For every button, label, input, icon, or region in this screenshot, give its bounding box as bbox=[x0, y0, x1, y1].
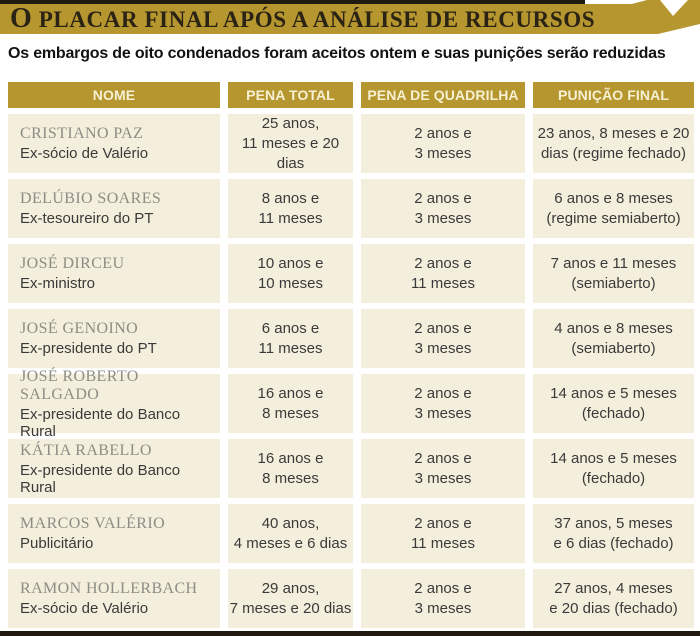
top-rule bbox=[0, 0, 585, 4]
table-row-name-cell: DELÚBIO SOARES Ex-tesoureiro do PT bbox=[8, 179, 220, 238]
table-row-name-cell: RAMON HOLLERBACH Ex-sócio de Valério bbox=[8, 569, 220, 628]
column-header-punicao-final: PUNIÇÃO FINAL bbox=[533, 82, 694, 108]
punicao-final-cell: 6 anos e 8 meses (regime semiaberto) bbox=[533, 179, 694, 238]
column-header-nome: NOME bbox=[8, 82, 220, 108]
table-row-name-cell: JOSÉ GENOINO Ex-presidente do PT bbox=[8, 309, 220, 368]
punicao-final-cell: 7 anos e 11 meses (semiaberto) bbox=[533, 244, 694, 303]
table-row-name-cell: JOSÉ DIRCEU Ex-ministro bbox=[8, 244, 220, 303]
pena-total-cell: 8 anos e 11 meses bbox=[228, 179, 353, 238]
page-title: O PLACAR FINAL APÓS A ANÁLISE DE RECURSO… bbox=[10, 3, 596, 34]
subtitle: Os embargos de oito condenados foram ace… bbox=[8, 45, 666, 62]
pena-quadrilha-cell: 2 anos e 3 meses bbox=[361, 569, 525, 628]
column-header-pena-total: PENA TOTAL bbox=[228, 82, 353, 108]
pena-quadrilha-cell: 2 anos e 11 meses bbox=[361, 244, 525, 303]
pena-total-cell: 10 anos e 10 meses bbox=[228, 244, 353, 303]
defendant-role: Ex-tesoureiro do PT bbox=[20, 210, 154, 227]
punicao-final-cell: 14 anos e 5 meses (fechado) bbox=[533, 439, 694, 498]
defendant-name: JOSÉ GENOINO bbox=[20, 320, 139, 337]
table-row-name-cell: CRISTIANO PAZ Ex-sócio de Valério bbox=[8, 114, 220, 173]
pena-quadrilha-cell: 2 anos e 3 meses bbox=[361, 179, 525, 238]
defendant-role: Ex-presidente do PT bbox=[20, 340, 157, 357]
defendant-role: Ex-presidente do Banco Rural bbox=[20, 405, 181, 440]
defendant-name: KÁTIA RABELLO bbox=[20, 441, 152, 459]
pena-total-cell: 25 anos, 11 meses e 20 dias bbox=[228, 114, 353, 173]
punicao-final-cell: 4 anos e 8 meses (semiaberto) bbox=[533, 309, 694, 368]
defendant-name: JOSÉ DIRCEU bbox=[20, 255, 125, 272]
pena-total-cell: 16 anos e 8 meses bbox=[228, 374, 353, 433]
defendant-name: JOSÉ ROBERTO SALGADO bbox=[20, 367, 139, 403]
punicao-final-cell: 14 anos e 5 meses (fechado) bbox=[533, 374, 694, 433]
defendant-role: Publicitário bbox=[20, 535, 94, 552]
punicao-final-cell: 27 anos, 4 meses e 20 dias (fechado) bbox=[533, 569, 694, 628]
defendant-role: Ex-sócio de Valério bbox=[20, 145, 149, 162]
defendant-role: Ex-presidente do Banco Rural bbox=[20, 461, 181, 496]
column-header-pena-de-quadrilha: PENA DE QUADRILHA bbox=[361, 82, 525, 108]
pena-total-cell: 40 anos, 4 meses e 6 dias bbox=[228, 504, 353, 563]
defendant-name: DELÚBIO SOARES bbox=[20, 190, 162, 207]
defendant-role: Ex-sócio de Valério bbox=[20, 600, 149, 617]
table-row-name-cell: KÁTIA RABELLO Ex-presidente do Banco Rur… bbox=[8, 439, 220, 498]
punicao-final-cell: 37 anos, 5 meses e 6 dias (fechado) bbox=[533, 504, 694, 563]
pena-quadrilha-cell: 2 anos e 3 meses bbox=[361, 439, 525, 498]
bottom-rule bbox=[0, 631, 700, 636]
table-row-name-cell: MARCOS VALÉRIO Publicitário bbox=[8, 504, 220, 563]
pena-quadrilha-cell: 2 anos e 3 meses bbox=[361, 374, 525, 433]
punicao-final-cell: 23 anos, 8 meses e 20 dias (regime fecha… bbox=[533, 114, 694, 173]
pena-quadrilha-cell: 2 anos e 3 meses bbox=[361, 114, 525, 173]
pena-total-cell: 16 anos e 8 meses bbox=[228, 439, 353, 498]
defendant-name: RAMON HOLLERBACH bbox=[20, 580, 198, 597]
defendant-role: Ex-ministro bbox=[20, 275, 96, 292]
defendant-name: MARCOS VALÉRIO bbox=[20, 515, 166, 532]
title-banner bbox=[0, 4, 632, 34]
defendant-name: CRISTIANO PAZ bbox=[20, 125, 144, 142]
table-row-name-cell: JOSÉ ROBERTO SALGADO Ex-presidente do Ba… bbox=[8, 368, 220, 440]
pena-quadrilha-cell: 2 anos e 11 meses bbox=[361, 504, 525, 563]
results-table: NOME PENA TOTAL PENA DE QUADRILHA PUNIÇÃ… bbox=[8, 82, 694, 628]
pena-total-cell: 6 anos e 11 meses bbox=[228, 309, 353, 368]
pena-quadrilha-cell: 2 anos e 3 meses bbox=[361, 309, 525, 368]
pena-total-cell: 29 anos, 7 meses e 20 dias bbox=[228, 569, 353, 628]
ribbon-fold-icon bbox=[628, 0, 700, 34]
